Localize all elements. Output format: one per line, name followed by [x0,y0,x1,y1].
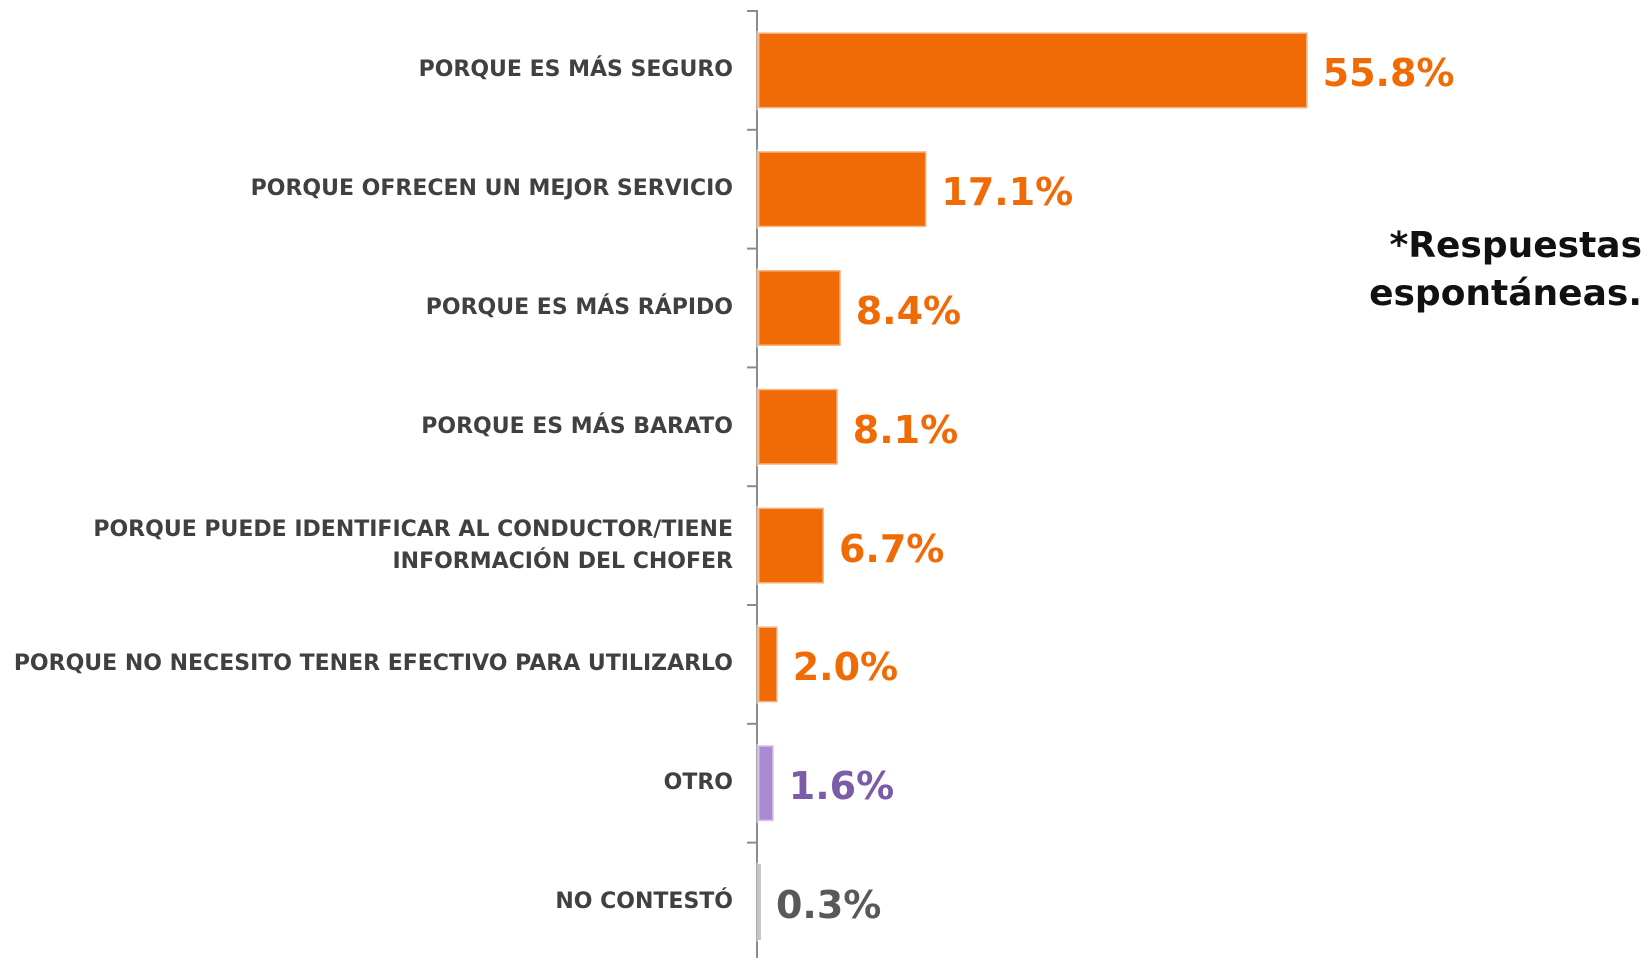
value-label: 8.4% [855,289,962,333]
bar [756,387,840,467]
value-label: 17.1% [941,170,1074,215]
value-label: 55.8% [1322,51,1455,96]
category-label: NO CONTESTÓ [555,889,733,914]
value-label: 8.1% [852,407,959,452]
annotation-line: *Respuestas [1389,225,1642,266]
category-label: PORQUE ES MÁS SEGURO [418,57,733,83]
category-label: PORQUE ES MÁS BARATO [421,413,733,439]
bar [756,506,826,586]
category-label: PORQUE PUEDE IDENTIFICAR AL CONDUCTOR/TI… [93,516,733,574]
bar [756,149,928,229]
annotation: *Respuestas espontáneas. [1369,222,1642,318]
value-label: 1.6% [788,764,895,809]
bar [756,268,843,348]
bar [756,743,776,823]
value-label: 0.3% [775,883,882,927]
category-label: OTRO [663,770,733,796]
annotation-line: espontáneas. [1369,273,1642,314]
bar [756,30,1310,110]
bar [756,862,763,942]
category-label: PORQUE ES MÁS RÁPIDO [425,295,733,320]
category-label: PORQUE NO NECESITO TENER EFECTIVO PARA U… [13,651,733,677]
category-label: PORQUE OFRECEN UN MEJOR SERVICIO [250,176,733,202]
value-label: 2.0% [792,645,899,690]
bar [756,624,780,704]
value-label: 6.7% [838,526,945,571]
